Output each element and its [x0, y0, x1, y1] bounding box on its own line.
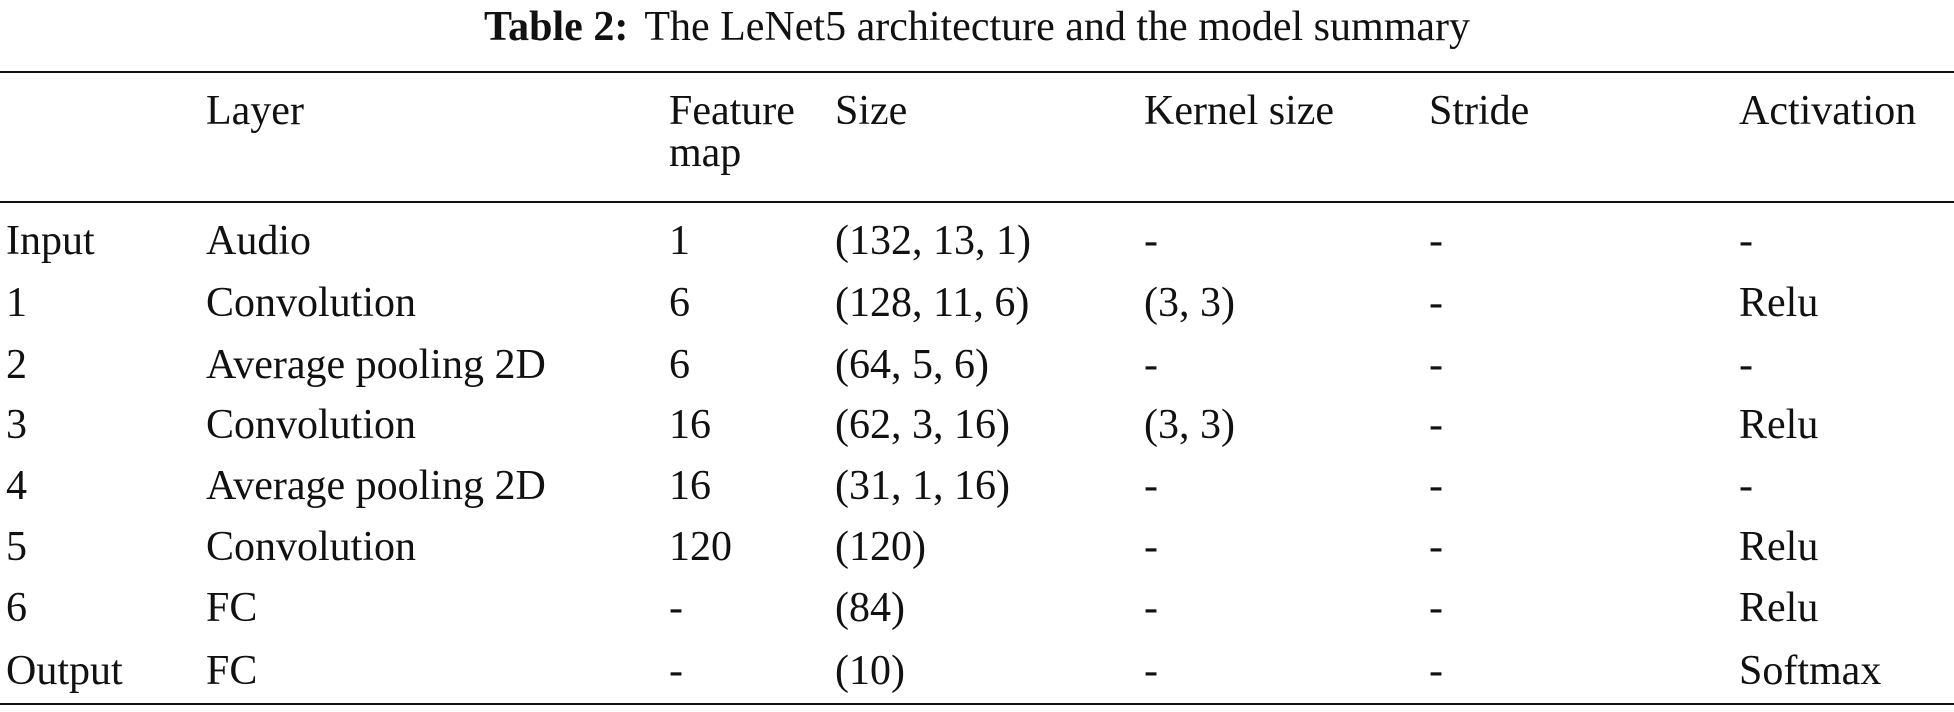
caption-label: Table 2: [484, 4, 629, 50]
table-cell: (3, 3) [1144, 402, 1235, 448]
table-cell: (62, 3, 16) [835, 402, 1010, 448]
table-cell: Softmax [1739, 648, 1882, 694]
table-cell: 5 [6, 524, 27, 570]
table-cell: Average pooling 2D [206, 342, 546, 388]
table-cell: Input [6, 218, 95, 264]
table-cell: Relu [1739, 402, 1819, 448]
table-cell: Convolution [206, 524, 417, 570]
table-cell: - [1429, 342, 1443, 388]
table-cell: (132, 13, 1) [835, 218, 1031, 264]
table-cell: 16 [669, 463, 711, 509]
table-cell: - [669, 585, 683, 631]
table-cell: (128, 11, 6) [835, 280, 1030, 326]
header-cell: Kernel size [1144, 88, 1335, 134]
table-cell: Output [6, 648, 123, 694]
table-cell: - [1429, 648, 1443, 694]
table-cell: - [1429, 463, 1443, 509]
header-cell: Stride [1429, 88, 1530, 134]
header-cell: Feature map [669, 88, 795, 176]
table-cell: - [1429, 218, 1443, 264]
table-cell: Convolution [206, 402, 417, 448]
table-cell: - [1144, 524, 1158, 570]
table-cell: Audio [206, 218, 311, 264]
table-cell: 2 [6, 342, 27, 388]
table-cell: Convolution [206, 280, 417, 326]
table-cell: 1 [6, 280, 27, 326]
table-cell: 6 [6, 585, 27, 631]
table-cell: (10) [835, 648, 905, 694]
table-cell: - [1144, 218, 1158, 264]
table-cell: FC [206, 648, 258, 694]
table-cell: - [1429, 524, 1443, 570]
bottom-rule [0, 703, 1954, 705]
table-cell: 6 [669, 342, 690, 388]
table-cell: 16 [669, 402, 711, 448]
table-cell: 1 [669, 218, 690, 264]
table-cell: (31, 1, 16) [835, 463, 1010, 509]
header-rule [0, 201, 1954, 203]
header-cell: Activation [1739, 88, 1917, 134]
table-cell: (120) [835, 524, 926, 570]
header-cell: Layer [206, 88, 304, 134]
top-rule [0, 71, 1954, 73]
caption-text: The LeNet5 architecture and the model su… [644, 4, 1470, 50]
table-cell: (84) [835, 585, 905, 631]
table-cell: - [1144, 463, 1158, 509]
table-cell: Relu [1739, 524, 1819, 570]
table-cell: 4 [6, 463, 27, 509]
table-cell: Relu [1739, 280, 1819, 326]
table-cell: - [1429, 402, 1443, 448]
table-cell: 3 [6, 402, 27, 448]
table-cell: Average pooling 2D [206, 463, 546, 509]
table-cell: - [1739, 218, 1753, 264]
table-cell: - [1429, 585, 1443, 631]
table-cell: - [1144, 648, 1158, 694]
table-cell: - [1429, 280, 1443, 326]
table-cell: (64, 5, 6) [835, 342, 989, 388]
table-cell: - [1144, 585, 1158, 631]
table-cell: - [1739, 463, 1753, 509]
table-cell: Relu [1739, 585, 1819, 631]
table-cell: - [1144, 342, 1158, 388]
table-caption: Table 2: The LeNet5 architecture and the … [0, 4, 1954, 50]
table-cell: 6 [669, 280, 690, 326]
table-cell: FC [206, 585, 258, 631]
table-cell: - [669, 648, 683, 694]
table-cell: - [1739, 342, 1753, 388]
header-cell: Size [835, 88, 908, 134]
table-cell: (3, 3) [1144, 280, 1235, 326]
table-cell: 120 [669, 524, 732, 570]
